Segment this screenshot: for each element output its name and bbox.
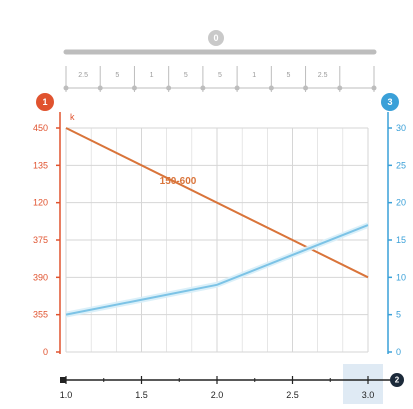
right-axis-badge-label: 3 bbox=[387, 97, 392, 107]
bottom-axis-badge-label: 2 bbox=[395, 376, 400, 385]
series-layer: 150-600 bbox=[65, 127, 369, 318]
left-axis-badge-label: 1 bbox=[42, 97, 47, 107]
top-badge-icon[interactable] bbox=[208, 30, 224, 46]
right-axis-tick-label: 0 bbox=[396, 347, 401, 357]
x-highlight-region bbox=[343, 364, 383, 404]
series-line-left bbox=[65, 127, 369, 279]
right-axis: 0 5 10 15 20 25 30 bbox=[387, 112, 406, 357]
slider-tick-label: 5 bbox=[218, 72, 222, 79]
bottom-axis-tick-label: 2.5 bbox=[286, 390, 299, 400]
bottom-axis-tick-label: 3.0 bbox=[362, 390, 375, 400]
slider-tick-label: 5 bbox=[184, 72, 188, 79]
right-axis-tick-label: 10 bbox=[396, 272, 406, 282]
right-axis-tick-label: 5 bbox=[396, 310, 401, 320]
slider-ticks: 2.5 5 1 5 5 1 5 2.5 bbox=[63, 66, 377, 92]
right-axis-tick-label: 15 bbox=[396, 235, 406, 245]
bottom-axis: 1.0 1.5 2.0 2.5 3.0 bbox=[60, 376, 390, 400]
right-axis-tick-label: 20 bbox=[396, 198, 406, 208]
left-axis: 0 355 390 375 120 135 450 bbox=[33, 112, 61, 357]
slider-node bbox=[234, 85, 240, 91]
bottom-axis-tick-label: 1.0 bbox=[60, 390, 73, 400]
grid bbox=[65, 127, 369, 353]
left-axis-badge-icon[interactable] bbox=[36, 93, 54, 111]
left-axis-unit: k bbox=[70, 112, 75, 122]
left-axis-tick-label: 135 bbox=[33, 160, 48, 170]
left-axis-tick-label: 390 bbox=[33, 272, 48, 282]
slider-tick-label: 5 bbox=[115, 72, 119, 79]
bottom-axis-tick-label: 1.5 bbox=[135, 390, 148, 400]
series-annotation: 150-600 bbox=[160, 176, 197, 187]
slider-node bbox=[337, 85, 343, 91]
left-axis-tick-label: 355 bbox=[33, 310, 48, 320]
bottom-axis-tick-label: 2.0 bbox=[211, 390, 224, 400]
slider-tick-label: 2.5 bbox=[318, 72, 328, 79]
top-range-slider[interactable]: 2.5 5 1 5 5 1 5 2.5 0 bbox=[63, 30, 377, 92]
series-line-right bbox=[65, 224, 369, 316]
top-badge-label: 0 bbox=[213, 33, 218, 43]
left-axis-tick-label: 450 bbox=[33, 123, 48, 133]
left-axis-tick-label: 120 bbox=[33, 198, 48, 208]
right-axis-tick-label: 30 bbox=[396, 123, 406, 133]
bottom-axis-origin-marker bbox=[60, 377, 66, 383]
bottom-axis-badge-icon[interactable] bbox=[390, 373, 404, 387]
slider-tick-label: 1 bbox=[252, 72, 256, 79]
left-axis-tick-label: 0 bbox=[43, 347, 48, 357]
right-axis-badge-icon[interactable] bbox=[381, 93, 399, 111]
slider-node bbox=[131, 85, 137, 91]
slider-tick-label: 2.5 bbox=[78, 72, 88, 79]
slider-node bbox=[97, 85, 103, 91]
slider-node bbox=[200, 85, 206, 91]
slider-node bbox=[166, 85, 172, 91]
slider-tick-label: 5 bbox=[286, 72, 290, 79]
slider-node bbox=[371, 85, 377, 91]
slider-node bbox=[63, 85, 69, 91]
right-axis-tick-label: 25 bbox=[396, 160, 406, 170]
left-axis-tick-label: 375 bbox=[33, 235, 48, 245]
slider-tick-label: 1 bbox=[150, 72, 154, 79]
slider-node bbox=[268, 85, 274, 91]
slider-node bbox=[303, 85, 309, 91]
